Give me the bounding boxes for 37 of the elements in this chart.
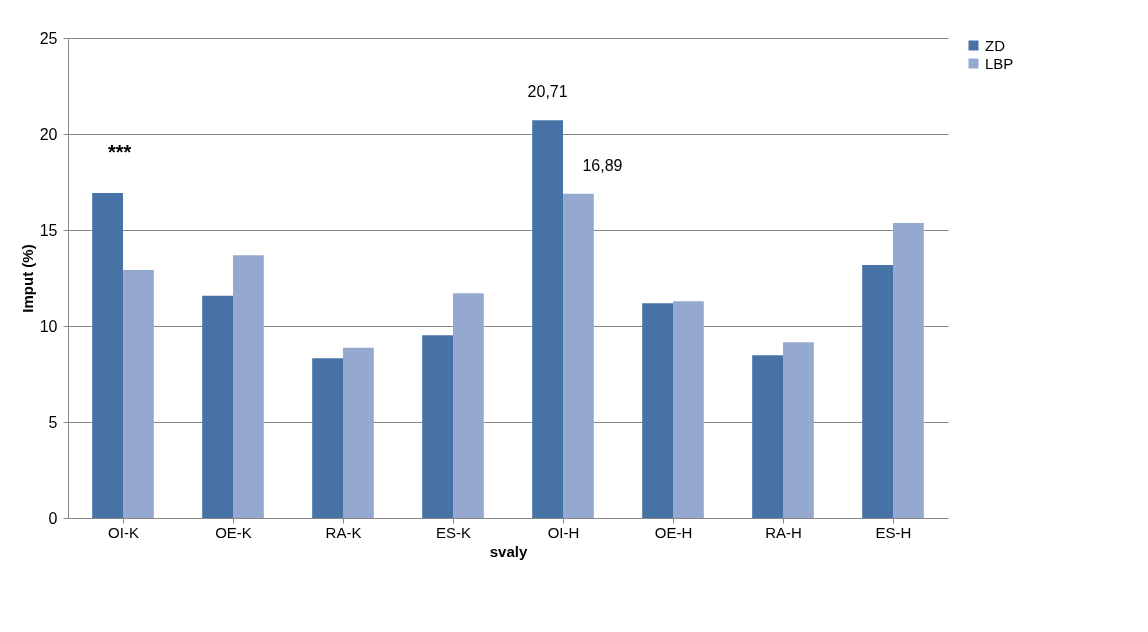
x-tick-label: OI-H [547,523,580,541]
bar [453,293,484,518]
bar [563,193,594,518]
data-label: 20,71 [527,83,568,101]
legend-label: LBP [985,54,1014,72]
x-tick-label: OE-H [654,523,693,541]
x-tick-label: RA-K [325,523,362,541]
y-tick-label: 10 [39,317,58,335]
x-tick-label: ES-H [875,523,912,541]
data-label: 16,89 [582,156,623,174]
bar [752,355,783,518]
bar [642,303,673,518]
y-tick-label: 0 [48,509,58,527]
y-axis-title: Imput (%) [18,244,36,313]
annotation: *** [107,140,132,163]
x-tick-label: OE-K [215,523,252,541]
bar [783,342,814,518]
bar [532,120,563,518]
x-tick-label: OI-K [108,523,139,541]
bar [233,255,264,518]
y-tick-label: 20 [39,125,58,143]
bar [893,222,924,518]
bar [202,295,233,518]
x-axis-title: svaly [489,542,528,560]
x-tick-label: ES-K [435,523,472,541]
y-tick-label: 25 [39,29,58,47]
bar [92,192,123,518]
x-tick-label: RA-H [765,523,802,541]
legend-label: ZD [985,36,1006,54]
bar [862,264,893,518]
bar [422,335,453,518]
bar [312,358,343,518]
y-tick-label: 5 [48,413,58,431]
bar [123,269,154,518]
bar [343,347,374,518]
y-tick-label: 15 [39,221,58,239]
bar [673,301,704,518]
